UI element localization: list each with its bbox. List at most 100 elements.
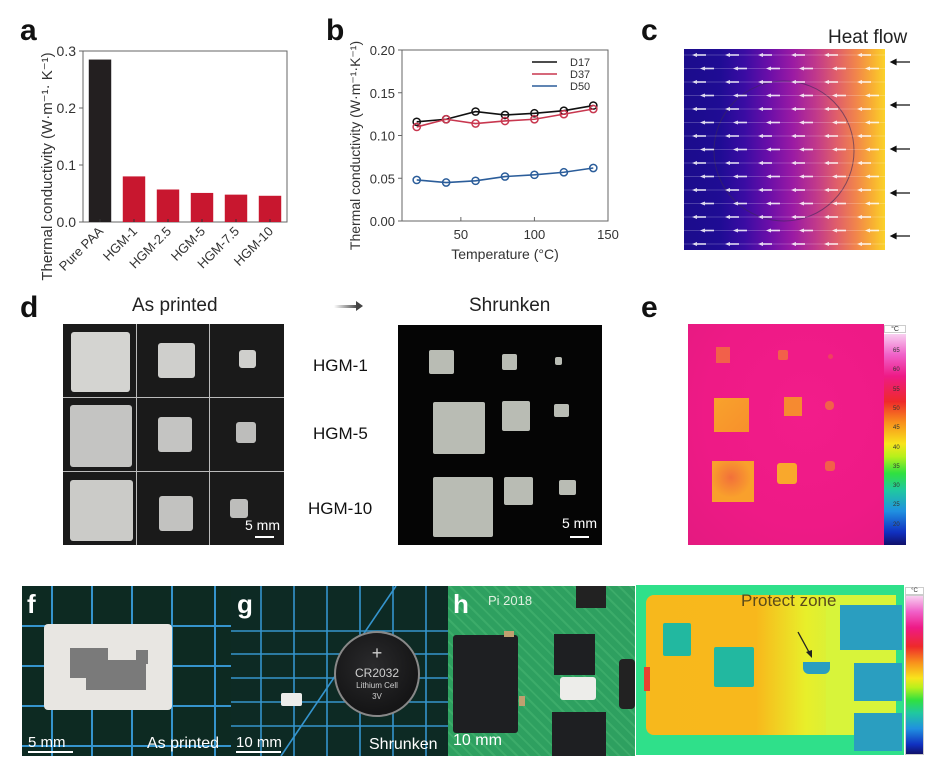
photo-circuit-board: Pi 2018 h 10 mm	[448, 586, 635, 756]
data-point	[412, 175, 422, 185]
flow-arrowhead-icon	[865, 93, 870, 98]
flow-arrowhead-icon	[692, 53, 697, 57]
flow-arrowhead-icon	[758, 242, 763, 246]
cool-connector	[854, 663, 902, 701]
scale-bar-label: 5 mm	[245, 517, 280, 533]
row-label-hgm-5: HGM-5	[313, 424, 368, 443]
y-axis-label: Thermal conductivity (W·m⁻¹· K⁻¹)	[39, 52, 56, 280]
as-printed-header: As printed	[132, 295, 218, 316]
data-point	[500, 172, 510, 181]
data-point	[441, 178, 451, 187]
flow-arrowhead-icon	[733, 228, 738, 233]
flow-arrowhead-icon	[824, 53, 829, 57]
cool-connector	[840, 605, 902, 650]
flow-arrowhead-icon	[857, 107, 862, 111]
x-tick-label: 100	[524, 227, 546, 242]
flow-arrowhead-icon	[766, 201, 771, 206]
flow-arrowhead-icon	[692, 134, 697, 138]
flow-arrowhead-icon	[832, 147, 837, 152]
hot-sample	[784, 397, 802, 416]
flow-arrowhead-icon	[865, 174, 870, 179]
scale-bar	[236, 751, 281, 753]
photo-as-printed-pcb-pad: f 5 mm As printed	[22, 586, 231, 756]
annotation-arrow-icon	[797, 631, 812, 658]
flow-arrowhead-icon	[824, 242, 829, 246]
hot-sample	[712, 461, 754, 502]
hot-spot	[644, 667, 650, 691]
flow-arrowhead-icon	[700, 201, 705, 206]
y-tick-label: 0.3	[57, 43, 77, 59]
grid-line	[63, 397, 284, 398]
flow-arrowhead-icon	[791, 188, 796, 192]
flow-arrowhead-icon	[758, 215, 763, 219]
y-tick-label: 0.20	[370, 43, 395, 58]
bar	[88, 59, 112, 222]
flow-arrowhead-icon	[857, 215, 862, 219]
hot-sample	[777, 463, 797, 484]
heat-flow-title: Heat flow	[828, 27, 908, 48]
flow-arrowhead-icon	[857, 188, 862, 192]
heat-arrow-head-icon	[889, 145, 897, 153]
hot-sample	[716, 347, 730, 363]
colorbar-tick-label: 35	[893, 463, 900, 470]
shrunken-header: Shrunken	[469, 295, 551, 316]
flow-arrowhead-icon	[766, 228, 771, 233]
flow-arrowhead-icon	[824, 107, 829, 111]
sample-square	[158, 343, 195, 378]
chip	[554, 634, 595, 675]
cool-chip	[714, 647, 754, 687]
sample-square	[230, 499, 248, 518]
x-axis-label: Temperature (°C)	[451, 246, 559, 262]
colorbar-tick-label: 50	[893, 405, 900, 412]
data-point	[559, 109, 569, 119]
sample-square	[504, 477, 533, 505]
panel-b-label: b	[326, 14, 345, 47]
flow-arrowhead-icon	[725, 53, 730, 57]
y-tick-label: 0.10	[370, 129, 395, 144]
flow-arrowhead-icon	[725, 242, 730, 246]
series-line-d37	[416, 108, 594, 128]
flow-arrowhead-icon	[857, 242, 862, 246]
flow-arrowhead-icon	[791, 80, 796, 84]
bar	[122, 176, 146, 222]
battery-voltage: 3V	[372, 692, 382, 701]
heat-arrow-head-icon	[889, 58, 897, 66]
heat-flow-simulation	[684, 49, 885, 250]
shrunken-photo: 5 mm	[398, 325, 602, 545]
protective-pad	[560, 677, 596, 700]
flow-arrowhead-icon	[692, 215, 697, 219]
flow-arrowhead-icon	[700, 66, 705, 71]
protect-zone-annotation: Protect zone	[741, 591, 837, 610]
flow-arrowhead-icon	[766, 93, 771, 98]
colorbar: 65 60 55 50 45 40 35 30 25 20	[884, 334, 906, 545]
flow-arrowhead-icon	[791, 53, 796, 57]
capacitor	[504, 631, 514, 637]
y-tick-label: 0.05	[370, 171, 395, 186]
flow-arrowhead-icon	[733, 66, 738, 71]
as-printed-caption: As printed	[147, 735, 220, 752]
sample-square	[158, 417, 192, 452]
capacitor	[519, 696, 525, 706]
flow-arrowhead-icon	[725, 215, 730, 219]
shrunken-caption: Shrunken	[369, 736, 438, 753]
sample-square	[502, 401, 530, 431]
colorbar-tick-label: 45	[893, 425, 900, 432]
legend-label: D50	[570, 81, 590, 93]
y-tick-label: 0.00	[370, 214, 395, 229]
flow-arrowhead-icon	[700, 120, 705, 125]
flow-arrowhead-icon	[824, 134, 829, 138]
flow-arrowhead-icon	[865, 120, 870, 125]
flow-arrowhead-icon	[725, 134, 730, 138]
inductor	[619, 659, 635, 709]
flow-arrowhead-icon	[725, 80, 730, 84]
data-point	[530, 108, 539, 118]
flow-arrowhead-icon	[799, 228, 804, 233]
flow-arrowhead-icon	[791, 134, 796, 138]
sample-square	[429, 350, 454, 374]
flow-arrowhead-icon	[832, 120, 837, 125]
flow-arrowhead-icon	[733, 174, 738, 179]
y-tick-label: 0.15	[370, 86, 395, 101]
row-label-hgm-10: HGM-10	[308, 499, 373, 518]
y-tick-label: 0.1	[57, 157, 77, 173]
flow-arrowhead-icon	[824, 215, 829, 219]
